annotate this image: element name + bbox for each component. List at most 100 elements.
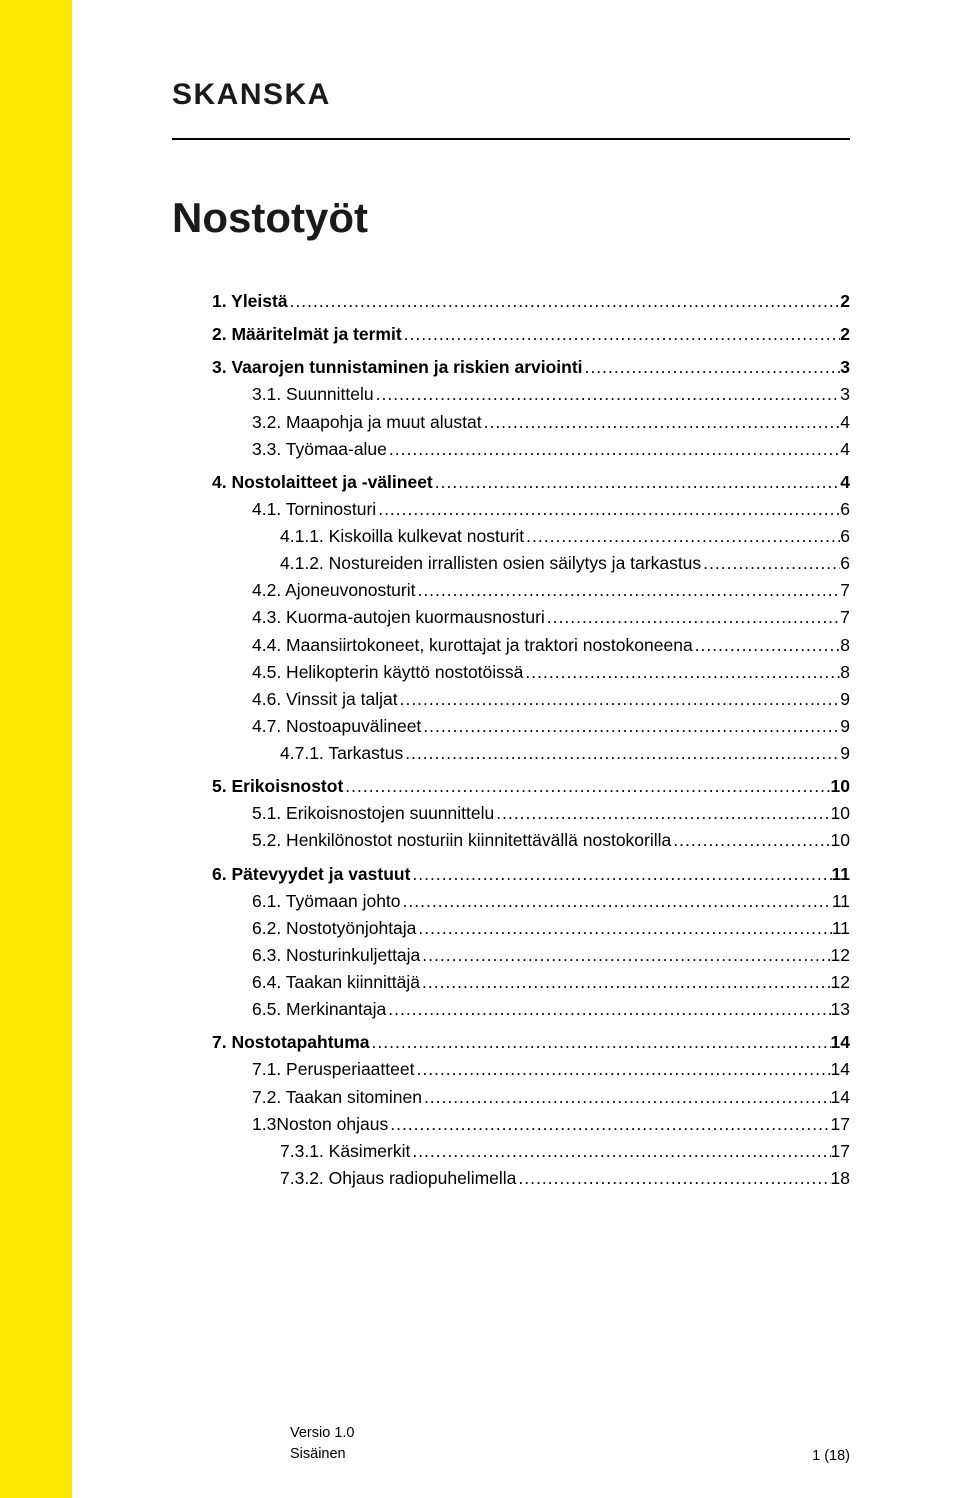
toc-leader: ........................................…: [494, 800, 830, 827]
toc-label: 2. Määritelmät ja termit: [212, 321, 402, 348]
toc-leader: ........................................…: [398, 686, 841, 713]
toc-page-number: 14: [831, 1084, 850, 1111]
toc-row: 3. Vaarojen tunnistaminen ja riskien arv…: [172, 354, 850, 381]
toc-row: 3.1. Suunnittelu........................…: [172, 381, 850, 408]
toc-label: 4. Nostolaitteet ja -välineet: [212, 469, 433, 496]
toc-row: 4. Nostolaitteet ja -välineet...........…: [172, 469, 850, 496]
toc-row: 3.3. Työmaa-alue........................…: [172, 436, 850, 463]
toc-label: 4.1.1. Kiskoilla kulkevat nosturit: [280, 523, 524, 550]
toc-label: 1. Yleistä: [212, 288, 288, 315]
toc-group: 7. Nostotapahtuma.......................…: [172, 1029, 850, 1192]
toc-row: 4.4. Maansiirtokoneet, kurottajat ja tra…: [172, 632, 850, 659]
toc-leader: ........................................…: [401, 888, 832, 915]
document-title: Nostotyöt: [172, 194, 850, 242]
toc-row: 6.5. Merkinantaja.......................…: [172, 996, 850, 1023]
toc-row: 4.5. Helikopterin käyttö nostotöissä....…: [172, 659, 850, 686]
toc-row: 4.2. Ajoneuvonosturit...................…: [172, 577, 850, 604]
toc-page-number: 9: [840, 740, 850, 767]
toc-label: 3. Vaarojen tunnistaminen ja riskien arv…: [212, 354, 583, 381]
toc-page-number: 8: [840, 632, 850, 659]
toc-row: 4.1.1. Kiskoilla kulkevat nosturit......…: [172, 523, 850, 550]
toc-leader: ........................................…: [420, 969, 831, 996]
toc-row: 5.1. Erikoisnostojen suunnittelu........…: [172, 800, 850, 827]
toc-leader: ........................................…: [403, 740, 840, 767]
toc-leader: ........................................…: [386, 996, 830, 1023]
toc-row: 6. Pätevyydet ja vastuut................…: [172, 861, 850, 888]
footer-page-number: 1 (18): [812, 1448, 850, 1464]
toc-leader: ........................................…: [545, 604, 840, 631]
toc-page-number: 10: [831, 773, 850, 800]
toc-row: 4.3. Kuorma-autojen kuormausnosturi.....…: [172, 604, 850, 631]
toc-page-number: 10: [831, 800, 850, 827]
accent-sidebar: [0, 0, 72, 1498]
toc-leader: ........................................…: [416, 915, 831, 942]
toc-row: 5.2. Henkilönostot nosturiin kiinnitettä…: [172, 827, 850, 854]
toc-leader: ........................................…: [516, 1165, 830, 1192]
toc-leader: ........................................…: [420, 942, 830, 969]
toc-row: 4.1.2. Nostureiden irrallisten osien säi…: [172, 550, 850, 577]
toc-label: 6. Pätevyydet ja vastuut: [212, 861, 410, 888]
footer-version: Versio 1.0: [290, 1423, 355, 1443]
toc-label: 3.3. Työmaa-alue: [252, 436, 387, 463]
toc-leader: ........................................…: [421, 713, 840, 740]
toc-row: 3.2. Maapohja ja muut alustat...........…: [172, 409, 850, 436]
toc-label: 3.1. Suunnittelu: [252, 381, 374, 408]
toc-row: 7. Nostotapahtuma.......................…: [172, 1029, 850, 1056]
toc-group: 3. Vaarojen tunnistaminen ja riskien arv…: [172, 354, 850, 463]
toc-page-number: 7: [840, 577, 850, 604]
toc-page-number: 3: [840, 354, 850, 381]
toc-label: 4.6. Vinssit ja taljat: [252, 686, 398, 713]
toc-leader: ........................................…: [583, 354, 841, 381]
toc-leader: ........................................…: [433, 469, 841, 496]
toc-page-number: 14: [831, 1056, 850, 1083]
toc-row: 6.4. Taakan kiinnittäjä.................…: [172, 969, 850, 996]
toc-row: 4.1. Torninosturi.......................…: [172, 496, 850, 523]
toc-label: 4.2. Ajoneuvonosturit: [252, 577, 415, 604]
toc-page-number: 11: [832, 861, 851, 888]
toc-leader: ........................................…: [376, 496, 840, 523]
header-rule: [172, 138, 850, 140]
toc-label: 4.3. Kuorma-autojen kuormausnosturi: [252, 604, 545, 631]
toc-page-number: 7: [840, 604, 850, 631]
toc-page-number: 12: [831, 969, 850, 996]
toc-label: 4.5. Helikopterin käyttö nostotöissä: [252, 659, 523, 686]
toc-leader: ........................................…: [388, 1111, 830, 1138]
toc-group: 6. Pätevyydet ja vastuut................…: [172, 861, 850, 1024]
toc-row: 4.6. Vinssit ja taljat..................…: [172, 686, 850, 713]
toc-label: 4.7.1. Tarkastus: [280, 740, 403, 767]
toc-label: 6.2. Nostotyönjohtaja: [252, 915, 416, 942]
page-content: SKANSKA Nostotyöt 1. Yleistä............…: [72, 0, 960, 1238]
toc-leader: ........................................…: [422, 1084, 831, 1111]
toc-leader: ........................................…: [523, 659, 840, 686]
toc-page-number: 9: [840, 713, 850, 740]
toc-label: 4.4. Maansiirtokoneet, kurottajat ja tra…: [252, 632, 693, 659]
toc-row: 4.7.1. Tarkastus........................…: [172, 740, 850, 767]
toc-label: 7.3.2. Ohjaus radiopuhelimella: [280, 1165, 516, 1192]
toc-page-number: 4: [840, 436, 850, 463]
toc-label: 5. Erikoisnostot: [212, 773, 343, 800]
toc-row: 4.7. Nostoapuvälineet...................…: [172, 713, 850, 740]
toc-row: 6.3. Nosturinkuljettaja.................…: [172, 942, 850, 969]
toc-page-number: 4: [840, 409, 850, 436]
toc-leader: ........................................…: [343, 773, 830, 800]
toc-label: 6.3. Nosturinkuljettaja: [252, 942, 420, 969]
toc-label: 7.2. Taakan sitominen: [252, 1084, 422, 1111]
toc-group: 5. Erikoisnostot........................…: [172, 773, 850, 854]
toc-leader: ........................................…: [387, 436, 840, 463]
table-of-contents: 1. Yleistä..............................…: [172, 288, 850, 1192]
toc-page-number: 14: [831, 1029, 850, 1056]
toc-row: 6.1. Työmaan johto......................…: [172, 888, 850, 915]
toc-page-number: 13: [831, 996, 850, 1023]
toc-row: 7.3.2. Ohjaus radiopuhelimella..........…: [172, 1165, 850, 1192]
toc-label: 6.4. Taakan kiinnittäjä: [252, 969, 420, 996]
toc-row: 5. Erikoisnostot........................…: [172, 773, 850, 800]
toc-group: 2. Määritelmät ja termit................…: [172, 321, 850, 348]
toc-group: 1. Yleistä..............................…: [172, 288, 850, 315]
toc-leader: ........................................…: [402, 321, 841, 348]
toc-leader: ........................................…: [370, 1029, 831, 1056]
toc-leader: ........................................…: [410, 861, 831, 888]
toc-page-number: 6: [840, 550, 850, 577]
toc-leader: ........................................…: [288, 288, 841, 315]
toc-leader: ........................................…: [671, 827, 830, 854]
toc-leader: ........................................…: [410, 1138, 830, 1165]
